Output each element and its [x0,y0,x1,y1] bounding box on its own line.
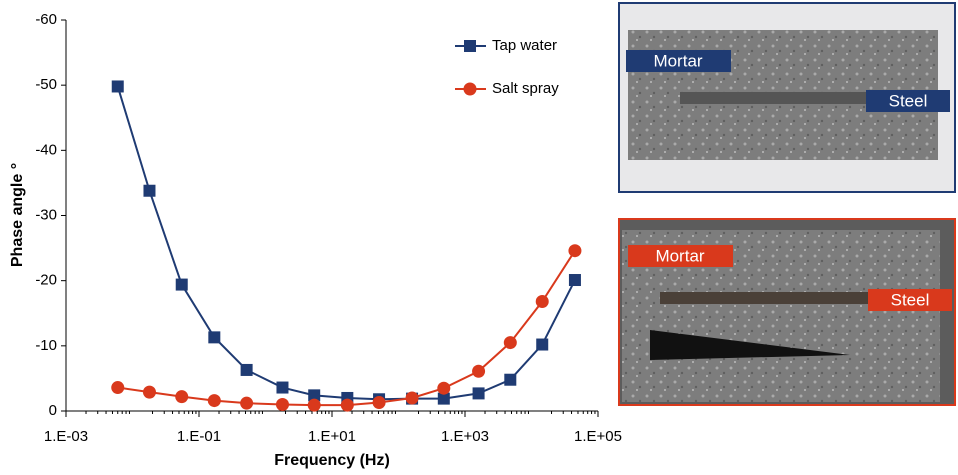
marker [340,398,354,412]
label-box [868,289,952,311]
series-line [116,86,576,401]
marker [437,381,451,395]
y-tick-label: -60 [35,11,57,28]
marker [568,274,581,287]
marker [405,391,419,405]
marker [111,80,124,93]
marker [240,396,254,410]
y-tick-label: -40 [35,141,57,158]
photo-label: Mortar [655,246,704,265]
x-axis-label: Frequency (Hz) [274,452,390,469]
y-axis-label: Phase angle ° [9,163,26,267]
marker [111,381,125,395]
label-box [866,90,950,112]
marker [472,364,486,378]
marker [240,363,253,376]
marker [464,40,476,52]
marker [437,392,450,405]
marker [535,295,549,309]
marker [276,381,289,394]
marker [472,387,485,400]
x-tick-label: 1.E+01 [308,428,356,445]
marker [143,184,156,197]
photo-label: Steel [891,290,930,309]
x-tick-label: 1.E+05 [574,428,622,445]
marker [208,331,221,344]
photo-label: Steel [889,91,928,110]
marker [307,398,321,412]
marker [463,82,477,96]
x-tick-label: 1.E-01 [177,428,221,445]
y-tick-label: -10 [35,337,57,354]
marker [175,390,189,404]
photo-tap-water: Mortar Steel [618,2,956,193]
photo-salt-spray: Mortar Steel [618,218,956,406]
marker [372,396,386,410]
marker [142,385,156,399]
marker [536,338,549,351]
marker [568,244,582,258]
legend-label: Salt spray [492,80,559,97]
y-tick-label: -20 [35,272,57,289]
photo-label: Mortar [653,51,702,70]
label-box [628,245,733,267]
x-tick-label: 1.E-03 [44,428,88,445]
marker [503,336,517,350]
label-box [626,50,731,72]
marker [207,394,221,408]
y-tick-label: 0 [49,402,57,419]
y-tick-label: -50 [35,76,57,93]
legend-label: Tap water [492,37,557,54]
marker [275,397,289,411]
marker [175,278,188,291]
marker [308,389,321,402]
x-tick-label: 1.E+03 [441,428,489,445]
y-tick-label: -30 [35,206,57,223]
marker [504,373,517,386]
